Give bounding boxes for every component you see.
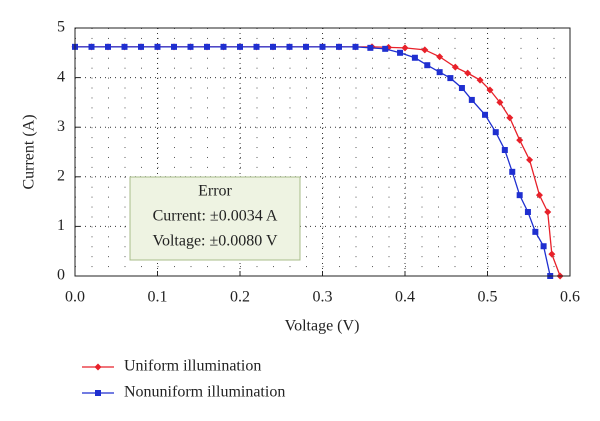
data-point <box>468 96 475 103</box>
data-point <box>336 43 342 50</box>
data-point <box>319 43 326 50</box>
data-point <box>516 136 524 144</box>
y-tick-label: 1 <box>57 217 65 234</box>
y-tick-label: 3 <box>57 118 65 135</box>
annotation-box <box>129 176 301 261</box>
legend-marker <box>94 363 102 371</box>
data-point <box>501 147 508 154</box>
data-point <box>436 69 443 76</box>
data-point <box>204 43 210 50</box>
x-tick-label: 0.6 <box>560 289 580 306</box>
data-point <box>171 43 177 50</box>
data-point <box>187 43 194 50</box>
data-point <box>506 114 514 122</box>
data-point <box>458 85 465 92</box>
x-tick-label: 0.2 <box>230 289 250 306</box>
data-point <box>401 44 409 52</box>
x-tick-label: 0.5 <box>478 289 498 306</box>
data-point <box>509 168 516 175</box>
y-tick-label: 5 <box>57 19 65 36</box>
annotation-title: Error <box>198 183 232 200</box>
data-point <box>548 250 556 258</box>
data-point <box>154 43 161 50</box>
x-tick-label: 0.4 <box>395 289 415 306</box>
data-point <box>421 46 429 54</box>
data-point <box>447 75 454 82</box>
annotation-line: Current: ±0.0034 A <box>153 208 278 225</box>
data-point <box>526 156 534 164</box>
data-point <box>88 43 95 50</box>
data-point <box>352 43 359 50</box>
data-point <box>270 43 276 50</box>
data-point <box>492 129 499 136</box>
data-point <box>253 43 260 50</box>
data-point <box>424 62 431 69</box>
legend-label: Uniform illumination <box>124 358 261 375</box>
data-point <box>486 86 494 94</box>
data-point <box>482 111 489 118</box>
legend-label: Nonuniform illumination <box>124 384 285 401</box>
y-axis-label: Current (A) <box>21 114 38 189</box>
plot-frame <box>74 27 571 277</box>
data-point <box>220 43 227 50</box>
data-point <box>237 43 243 50</box>
data-point <box>397 49 404 56</box>
data-point <box>451 63 459 71</box>
data-point <box>496 98 504 106</box>
y-tick-label: 2 <box>57 167 65 184</box>
data-point <box>303 43 309 50</box>
data-point <box>286 43 293 50</box>
data-point <box>367 44 374 51</box>
y-tick-label: 0 <box>57 267 65 284</box>
data-point <box>540 243 547 250</box>
x-tick-label: 0.1 <box>148 289 168 306</box>
annotation-line: Voltage: ±0.0080 V <box>152 233 278 250</box>
data-point <box>436 53 444 61</box>
x-axis-label: Voltage (V) <box>285 318 360 335</box>
x-tick-label: 0.3 <box>313 289 333 306</box>
data-point <box>516 192 523 199</box>
legend-marker <box>95 390 101 396</box>
data-point <box>138 43 144 50</box>
data-point <box>524 209 531 216</box>
data-point <box>532 228 539 235</box>
data-point <box>121 43 128 50</box>
y-tick-label: 4 <box>57 68 65 85</box>
data-point <box>476 76 484 84</box>
data-point <box>382 45 389 52</box>
data-point <box>105 43 111 50</box>
data-point <box>411 54 418 61</box>
x-tick-label: 0.0 <box>65 289 85 306</box>
data-point <box>464 69 472 77</box>
data-point <box>535 191 543 199</box>
data-point <box>544 208 552 216</box>
